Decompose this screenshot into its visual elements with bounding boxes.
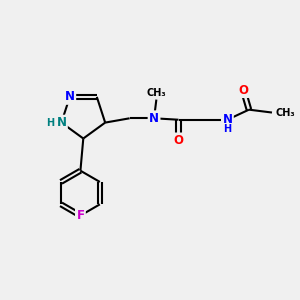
Text: H: H [223,124,232,134]
Text: N: N [149,112,159,125]
Text: CH₃: CH₃ [275,107,295,118]
Text: N: N [222,113,233,126]
Text: N: N [65,90,75,104]
Text: N: N [56,116,66,129]
Text: O: O [238,84,248,97]
Text: H: H [46,118,55,128]
Text: CH₃: CH₃ [146,88,166,98]
Text: O: O [173,134,184,147]
Text: F: F [76,209,84,222]
